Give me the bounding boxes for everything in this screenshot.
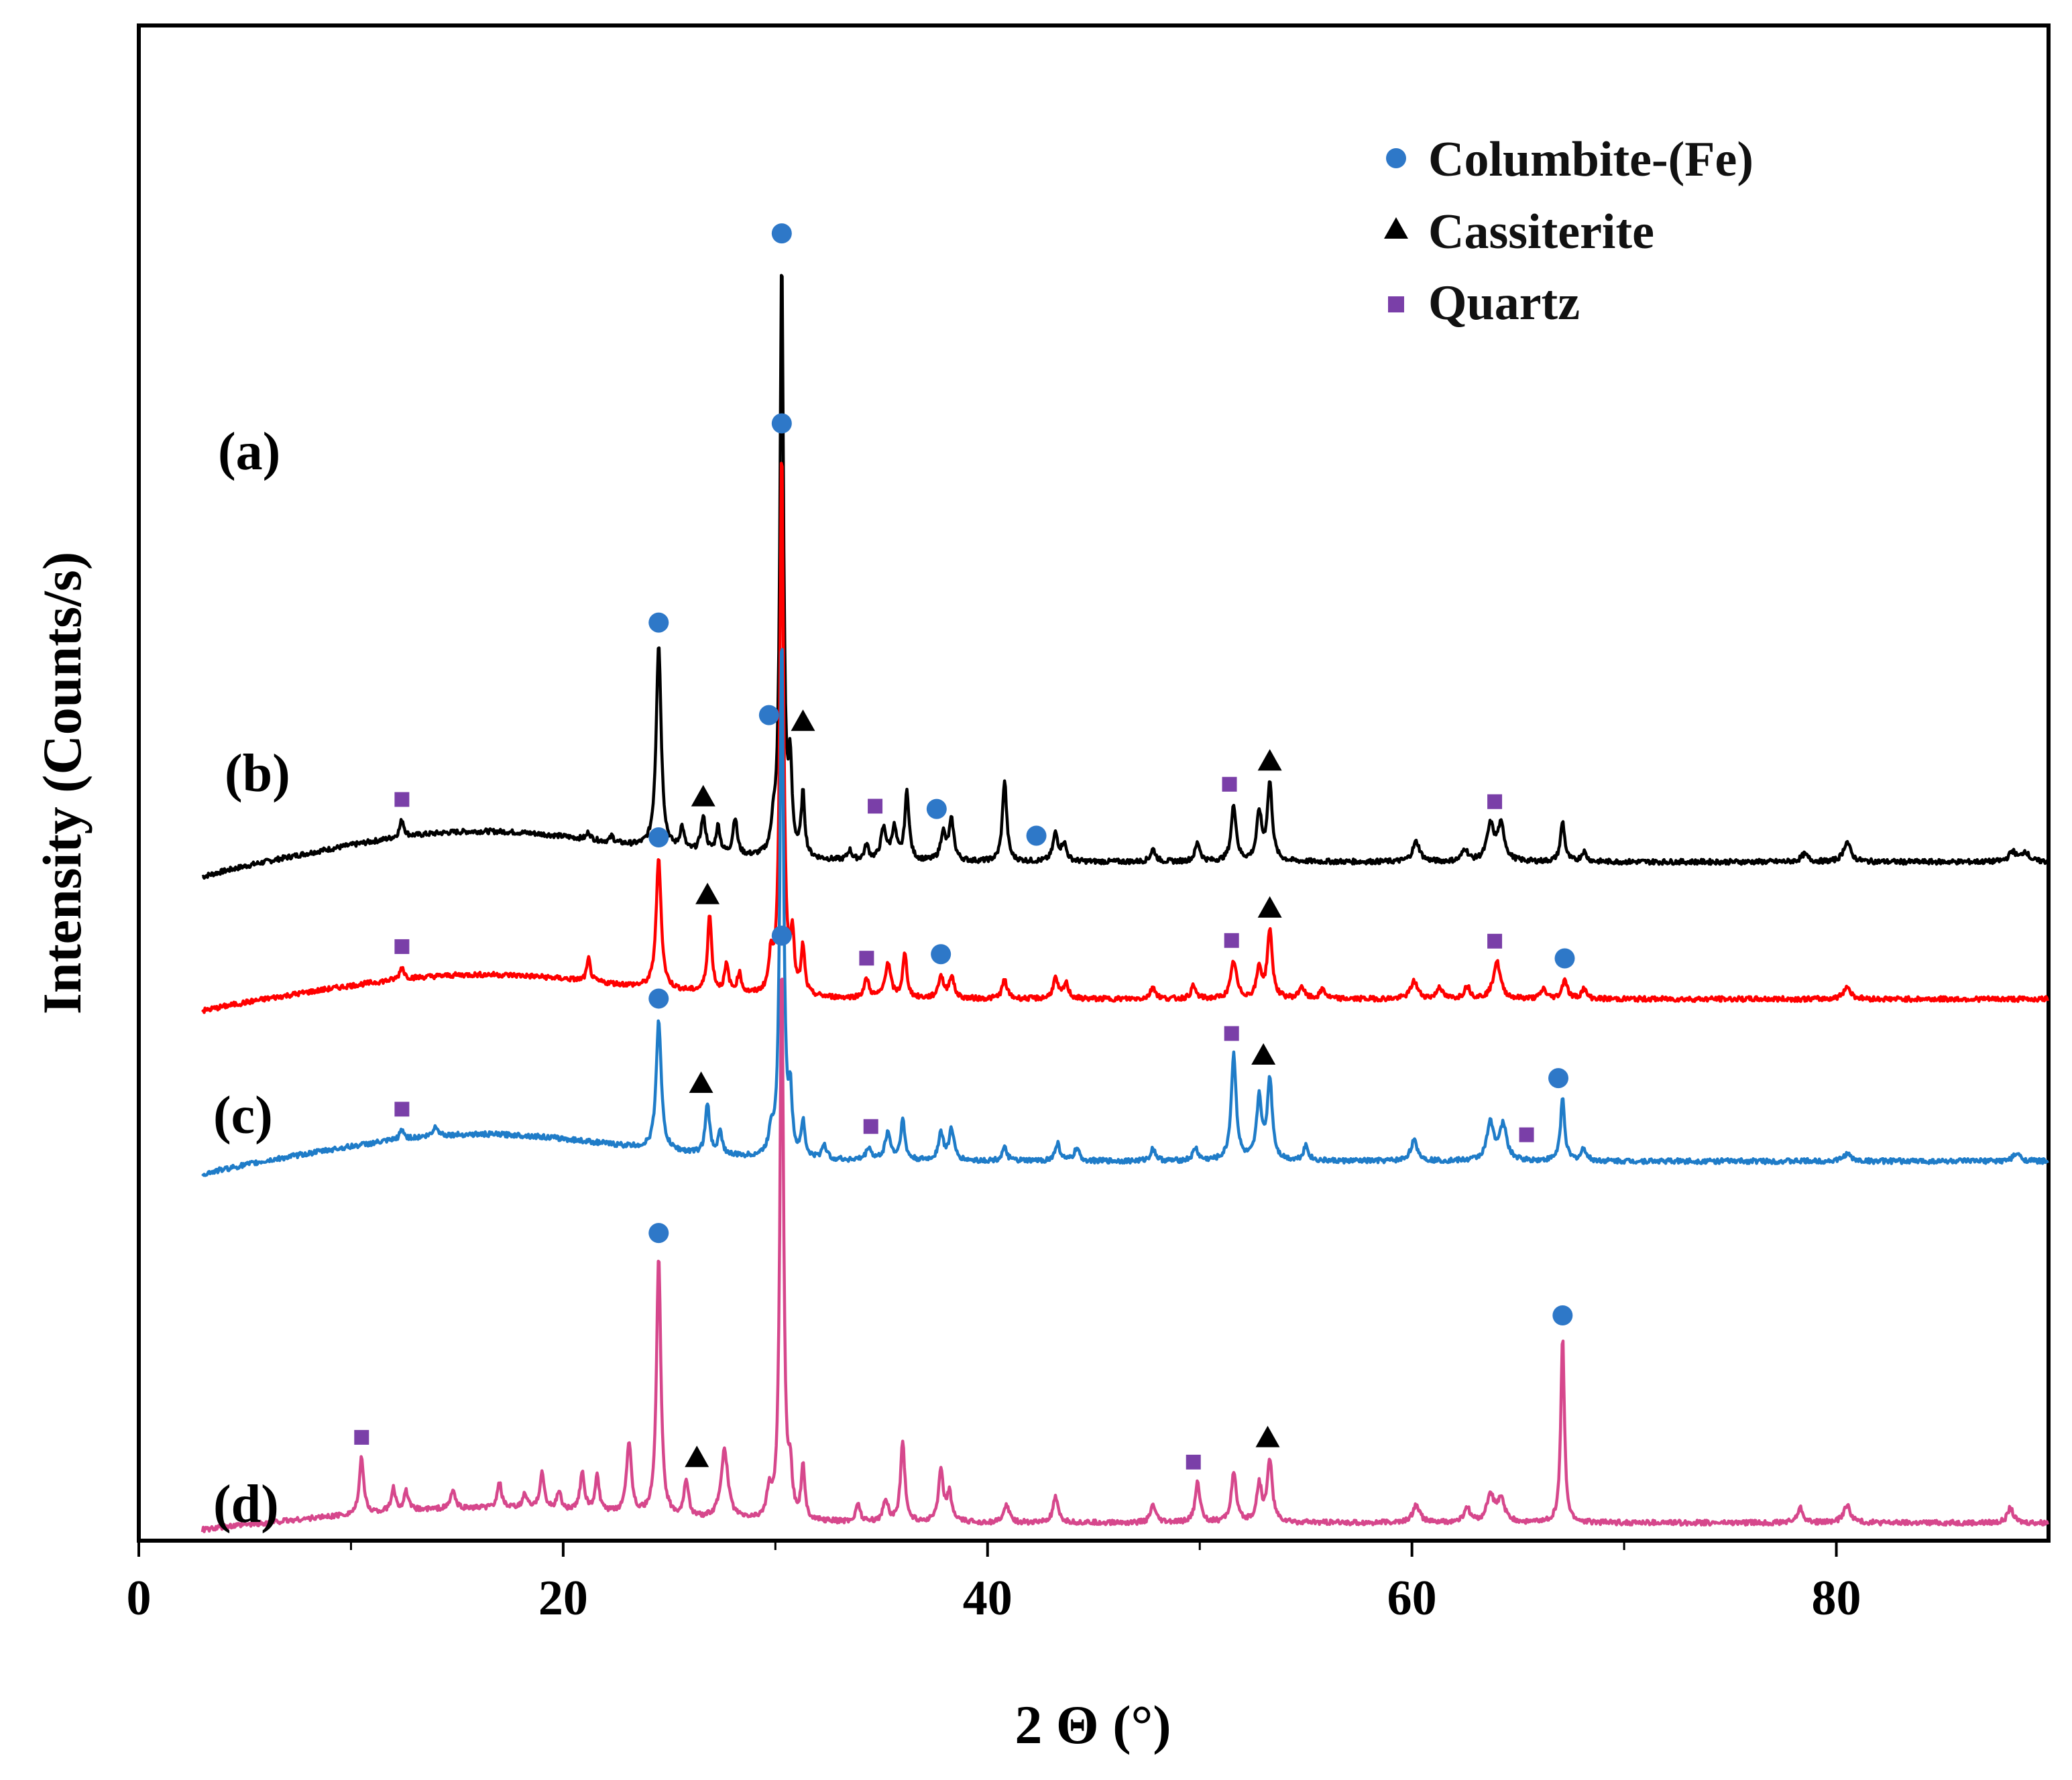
marker-circle [648, 988, 669, 1009]
series-label: (b) [225, 744, 290, 803]
marker-triangle [1257, 896, 1282, 918]
marker-triangle [1251, 1043, 1276, 1065]
marker-circle [931, 944, 952, 965]
marker-circle [771, 413, 792, 434]
y-axis-title: Intensity (Counts/s) [32, 552, 93, 1014]
legend: Columbite-(Fe) Cassiterite Quartz [1384, 132, 1753, 331]
marker-square [1487, 933, 1503, 949]
marker-square [863, 1119, 878, 1134]
series-labels: (a) (b) (c) (d) [213, 422, 290, 1534]
marker-circle [1548, 1068, 1569, 1089]
x-axis-ticks: 0 20 40 60 80 [127, 1541, 1861, 1626]
marker-square [1186, 1454, 1201, 1470]
marker-circle [926, 798, 947, 819]
marker-square [1222, 776, 1237, 792]
marker-circle [758, 705, 779, 725]
trace-3 [200, 977, 2049, 1533]
series-label: (a) [218, 422, 280, 481]
marker-square [394, 1102, 410, 1117]
marker-triangle [1255, 1425, 1280, 1447]
series-label: (c) [213, 1086, 273, 1145]
x-tick-label: 80 [1812, 1571, 1861, 1626]
legend-columbite-label: Columbite-(Fe) [1428, 132, 1753, 187]
marker-circle [1552, 1305, 1573, 1325]
legend-cassiterite-label: Cassiterite [1428, 204, 1654, 259]
marker-circle [1554, 948, 1575, 969]
marker-square [354, 1429, 369, 1445]
x-tick-label: 20 [538, 1571, 588, 1626]
x-tick-label: 0 [127, 1571, 152, 1626]
marker-triangle [689, 1071, 713, 1093]
trace-2 [201, 648, 2049, 1177]
legend-columbite-marker [1386, 148, 1406, 168]
marker-square [1519, 1127, 1534, 1142]
marker-triangle [695, 882, 720, 904]
x-axis-title: 2 Θ (°) [1015, 1694, 1171, 1755]
marker-square [394, 792, 410, 807]
marker-square [394, 939, 410, 954]
marker-square [859, 951, 874, 966]
marker-circle [771, 925, 792, 946]
marker-circle [648, 612, 669, 633]
marker-circle [648, 827, 669, 847]
legend-cassiterite-marker [1384, 217, 1408, 239]
legend-quartz-label: Quartz [1428, 276, 1580, 331]
x-tick-label: 60 [1387, 1571, 1437, 1626]
trace-1 [201, 461, 2049, 1014]
marker-triangle [685, 1445, 709, 1468]
trace-0 [201, 274, 2049, 880]
marker-square [1487, 794, 1503, 809]
marker-circle [648, 1223, 669, 1244]
marker-square [1224, 933, 1239, 948]
diffraction-traces [200, 274, 2049, 1533]
marker-circle [771, 223, 792, 244]
marker-circle [1026, 825, 1047, 846]
marker-triangle [691, 784, 715, 807]
phase-markers [354, 223, 1575, 1470]
marker-triangle [791, 709, 815, 731]
marker-square [1224, 1026, 1239, 1041]
plot-area-frame [137, 23, 2051, 1543]
marker-triangle [1257, 749, 1282, 771]
legend-quartz-marker [1388, 296, 1404, 312]
marker-square [868, 798, 883, 814]
x-tick-label: 40 [963, 1571, 1013, 1626]
series-label: (d) [213, 1475, 279, 1534]
